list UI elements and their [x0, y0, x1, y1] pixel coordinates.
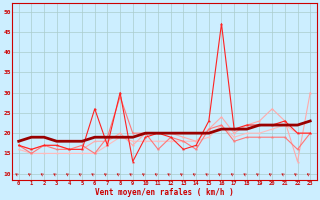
X-axis label: Vent moyen/en rafales ( km/h ): Vent moyen/en rafales ( km/h ): [95, 188, 234, 197]
